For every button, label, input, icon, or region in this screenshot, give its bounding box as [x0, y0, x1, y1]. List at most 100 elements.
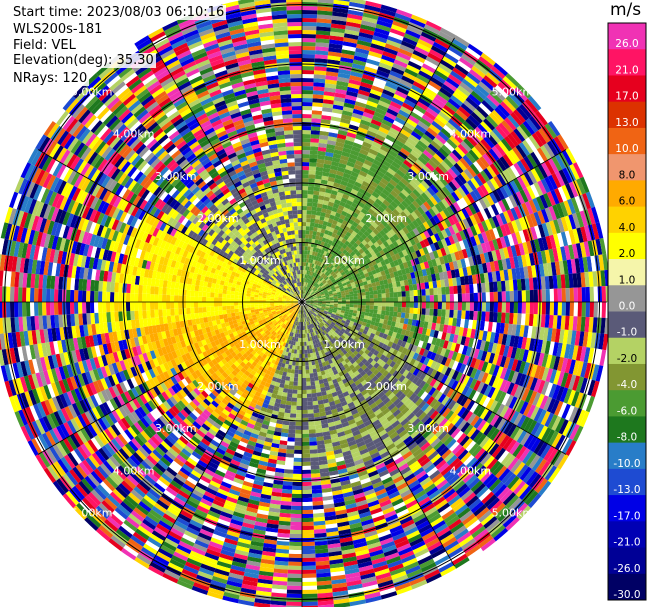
radar-gate — [363, 204, 371, 212]
radar-gate — [304, 295, 308, 299]
radar-gate — [393, 297, 399, 302]
radar-gate — [313, 226, 318, 232]
radar-gate — [302, 509, 314, 514]
radar-gate — [409, 18, 426, 28]
radar-gate — [378, 126, 390, 135]
radar-gate — [309, 279, 312, 284]
radar-gate — [306, 393, 312, 398]
radar-gate — [329, 227, 335, 233]
radar-gate — [318, 195, 325, 201]
radar-gate — [379, 192, 388, 200]
radar-gate — [314, 283, 319, 288]
radar-gate — [292, 489, 302, 494]
radar-gate — [436, 114, 448, 125]
radar-gate — [370, 119, 382, 127]
radar-gate — [302, 269, 304, 274]
radar-gate — [382, 209, 390, 218]
radar-gate — [401, 102, 414, 112]
radar-gate — [457, 85, 471, 97]
radar-gate — [429, 49, 444, 60]
radar-gate — [285, 457, 294, 462]
radar-gate — [396, 86, 410, 96]
radar-gate — [352, 185, 361, 192]
radar-gate — [541, 302, 547, 315]
radar-gate — [465, 293, 471, 302]
radar-gate — [308, 425, 316, 430]
radar-gate — [369, 122, 381, 131]
radar-gate — [364, 191, 372, 198]
radar-gate — [392, 187, 401, 195]
radar-gate — [356, 156, 366, 164]
radar-gate — [365, 155, 375, 163]
radar-gate — [288, 565, 302, 570]
radar-gate — [292, 389, 298, 394]
radar-gate — [341, 176, 350, 183]
radar-gate — [339, 61, 353, 68]
radar-gate — [418, 70, 432, 81]
radar-gate — [437, 294, 442, 302]
radar-gate — [302, 294, 304, 298]
radar-gate — [306, 283, 310, 288]
radar-gate — [429, 288, 434, 296]
radar-gate — [407, 60, 422, 71]
radar-gate — [355, 134, 366, 142]
radar-gate — [311, 388, 317, 394]
radar-gate — [367, 96, 380, 105]
radar-gate — [284, 469, 294, 474]
radar-gate — [302, 437, 310, 442]
radar-gate — [308, 283, 312, 288]
radar-gate — [565, 288, 570, 302]
radar-gate — [374, 155, 384, 164]
radar-gate — [405, 171, 415, 181]
radar-gate — [461, 310, 466, 320]
radar-gate — [333, 100, 345, 107]
radar-gate — [302, 541, 315, 547]
radar-gate — [387, 35, 403, 45]
radar-gate — [318, 142, 327, 148]
radar-gate — [355, 47, 370, 55]
radar-gate — [397, 307, 402, 313]
radar-gate — [309, 369, 314, 374]
radar-gate — [389, 306, 394, 312]
radar-gate — [324, 213, 331, 219]
radar-gate — [365, 0, 382, 9]
radar-gate — [307, 293, 311, 297]
radar-gate — [302, 69, 315, 75]
radar-gate — [577, 287, 582, 302]
radar-gate — [318, 236, 323, 242]
radar-gate — [288, 549, 302, 555]
radar-gate — [321, 115, 332, 121]
radar-gate — [302, 158, 310, 163]
radar-gate — [346, 90, 358, 98]
radar-gate — [307, 190, 314, 195]
radar-gate — [330, 223, 337, 229]
radar-gate — [325, 75, 338, 81]
radar-gate — [355, 177, 364, 185]
radar-gate — [282, 420, 290, 426]
radar-gate — [310, 280, 313, 285]
radar-gate — [410, 130, 422, 141]
radar-gate — [334, 243, 339, 249]
radar-gate — [396, 51, 411, 61]
radar-gate — [328, 253, 333, 259]
radar-gate — [380, 177, 389, 186]
radar-gate — [371, 163, 380, 171]
radar-gate — [322, 171, 330, 177]
radar-gate — [286, 593, 302, 598]
radar-gate — [306, 222, 311, 227]
radar-gate — [453, 310, 458, 319]
radar-gate — [285, 404, 292, 410]
radar-gate — [333, 216, 340, 222]
radar-gate — [306, 389, 312, 394]
radar-gate — [320, 179, 328, 185]
radar-gate — [412, 108, 424, 118]
radar-gate — [305, 282, 308, 287]
radar-gate — [429, 302, 434, 309]
radar-gate — [327, 201, 335, 207]
radar-gate — [315, 211, 322, 216]
radar-gate — [427, 159, 438, 170]
radar-gate — [284, 408, 291, 414]
radar-gate — [433, 308, 438, 317]
radar-gate — [318, 191, 326, 197]
radar-gate — [349, 299, 354, 302]
